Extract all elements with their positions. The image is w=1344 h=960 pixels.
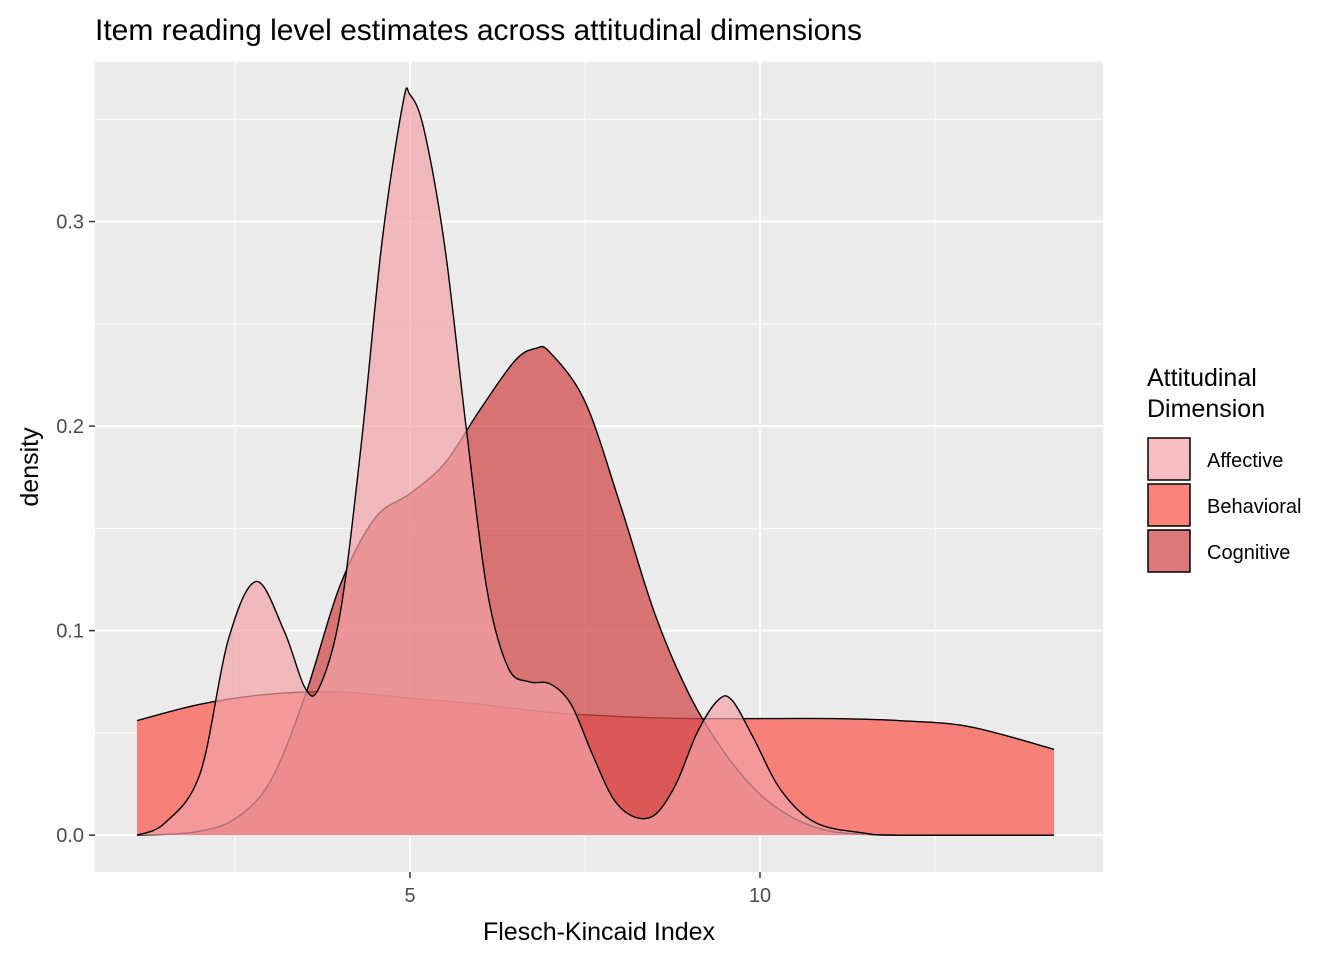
legend-label-affective: Affective bbox=[1207, 450, 1283, 472]
legend: Attitudinal Dimension Affective Behaviora… bbox=[1147, 364, 1302, 573]
density-areas bbox=[136, 87, 1055, 836]
y-tick-label: 0.1 bbox=[56, 621, 84, 643]
x-tick-label: 10 bbox=[749, 885, 771, 907]
x-axis-ticks: 5 10 bbox=[404, 872, 771, 907]
legend-key-affective bbox=[1147, 437, 1191, 481]
legend-title-line-2: Dimension bbox=[1147, 395, 1265, 423]
density-area-affective bbox=[137, 87, 1054, 836]
density-line-affective bbox=[136, 87, 1054, 836]
legend-key-behavioral bbox=[1147, 483, 1191, 527]
y-tick-label: 0.3 bbox=[56, 212, 84, 234]
y-axis-title: density bbox=[16, 427, 44, 507]
legend-label-cognitive: Cognitive bbox=[1207, 542, 1290, 564]
legend-keys: Affective Behavioral Cognitive bbox=[1147, 437, 1302, 573]
chart-title: Item reading level estimates across atti… bbox=[95, 14, 862, 47]
x-tick-label: 5 bbox=[404, 885, 415, 907]
legend-title-line-1: Attitudinal bbox=[1147, 364, 1257, 392]
legend-key-cognitive bbox=[1147, 529, 1191, 573]
y-tick-label: 0.0 bbox=[56, 825, 84, 847]
legend-label-behavioral: Behavioral bbox=[1207, 496, 1302, 518]
y-tick-label: 0.2 bbox=[56, 416, 84, 438]
x-axis-title: Flesch-Kincaid Index bbox=[483, 918, 716, 946]
y-axis-ticks: 0.0 0.1 0.2 0.3 bbox=[56, 212, 95, 847]
